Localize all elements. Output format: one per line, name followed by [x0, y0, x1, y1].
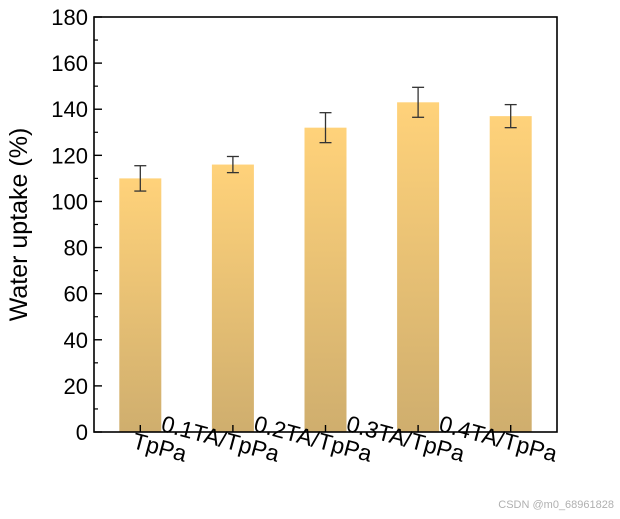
- bar-3: [397, 102, 440, 433]
- bar-2: [304, 127, 347, 433]
- bars-layer: [119, 102, 532, 433]
- y-axis-title: Water uptake (%): [5, 128, 33, 322]
- y-tick-label-8: 160: [51, 51, 88, 76]
- bar-0: [119, 178, 162, 432]
- y-tick-label-3: 60: [64, 282, 88, 307]
- y-tick-label-9: 180: [51, 5, 88, 30]
- y-tick-label-1: 20: [64, 374, 88, 399]
- y-tick-label-6: 120: [51, 143, 88, 168]
- error-bar-1: [226, 155, 239, 174]
- y-tick-label-5: 100: [51, 189, 88, 214]
- error-bars-layer: [134, 86, 517, 192]
- error-bar-2: [319, 112, 332, 144]
- y-tick-label-7: 140: [51, 97, 88, 122]
- y-tick-label-2: 40: [64, 328, 88, 353]
- y-tick-label-4: 80: [64, 236, 88, 261]
- bar-1: [211, 164, 254, 433]
- y-ticks: 0 20 40 60 80 100 120 140 160 180: [51, 5, 102, 445]
- y-tick-label-0: 0: [76, 420, 88, 445]
- error-bar-4: [504, 103, 517, 129]
- error-bar-0: [134, 165, 147, 192]
- bar-4: [489, 116, 532, 432]
- watermark: CSDN @m0_68961828: [498, 499, 614, 511]
- error-bar-3: [412, 86, 425, 118]
